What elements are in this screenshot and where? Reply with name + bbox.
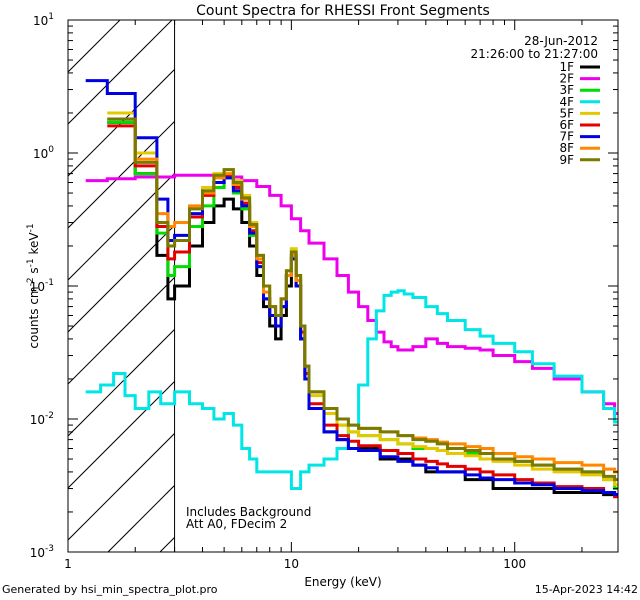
legend-label-8f: 8F (559, 141, 574, 155)
hatch-line (68, 276, 175, 385)
legend-label-9f: 9F (559, 153, 574, 167)
note-attenuator: Att A0, FDecim 2 (186, 517, 287, 531)
plot-frame (67, 19, 619, 553)
y-tick-label: 101 (33, 12, 54, 28)
legend-label-4f: 4F (559, 95, 574, 109)
series-line-1f (107, 120, 618, 497)
x-axis-label: Energy (keV) (304, 575, 381, 589)
hatch-lines (68, 20, 175, 552)
series-lines (85, 79, 618, 499)
y-tick-label: 10-2 (30, 411, 54, 427)
legend-label-7f: 7F (559, 130, 574, 144)
hatched-region (68, 20, 176, 552)
x-tick-label: 100 (503, 557, 526, 571)
legend-label-3f: 3F (559, 83, 574, 97)
x-tick-label: 1 (64, 557, 72, 571)
y-axis-label: counts cm-2 s-1 keV-1 (26, 223, 41, 348)
x-tick-label: 10 (284, 557, 299, 571)
legend-label-5f: 5F (559, 106, 574, 120)
legend-label-2f: 2F (559, 72, 574, 86)
hatch-line (68, 432, 175, 541)
series-line-4f (85, 289, 618, 490)
legend-label-6f: 6F (559, 118, 574, 132)
hatch-line (68, 380, 175, 489)
axes: 1 10 100 10-3 10-2 10-1 100 101 (30, 12, 618, 571)
series-line-6f (107, 124, 618, 499)
hatch-line (68, 224, 175, 333)
time-range-label: 21:26:00 to 21:27:00 (471, 47, 598, 61)
footer-generator: Generated by hsi_min_spectra_plot.pro (2, 583, 218, 596)
y-tick-label: 10-3 (30, 544, 54, 560)
hatch-line (68, 20, 121, 73)
series-line-2f (85, 173, 618, 415)
series-line-8f (107, 117, 618, 474)
legend-label-1f: 1F (559, 60, 574, 74)
series-line-9f (107, 117, 618, 482)
chart-title: Count Spectra for RHESSI Front Segments (196, 3, 490, 19)
note-background: Includes Background (186, 505, 311, 519)
hatch-line (68, 20, 173, 125)
y-tick-label: 10-1 (30, 278, 54, 294)
y-tick-label: 100 (33, 145, 54, 161)
footer-timestamp: 15-Apr-2023 14:42 (534, 583, 638, 596)
date-label: 28-Jun-2012 (524, 34, 598, 48)
